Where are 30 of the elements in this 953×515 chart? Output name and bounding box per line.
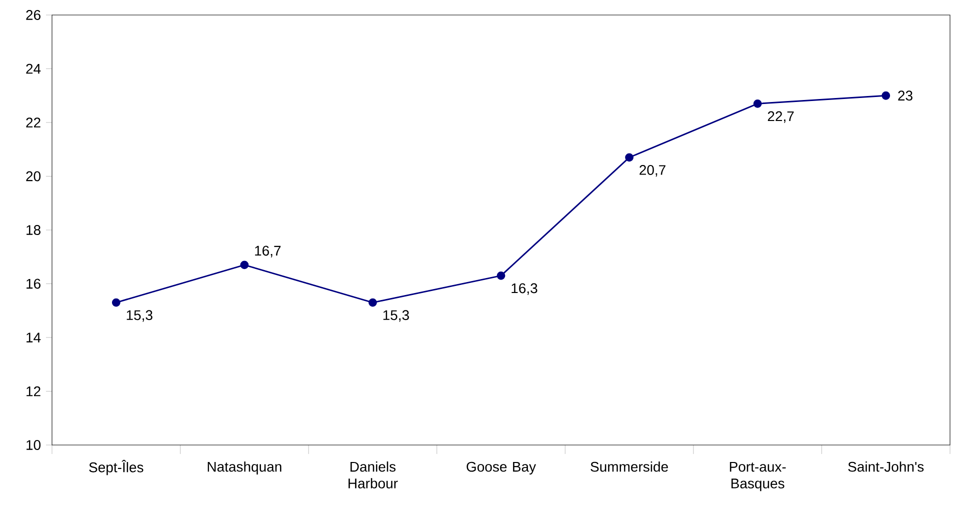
x-tick-label: Saint-John's: [848, 461, 924, 472]
x-tick-label: Daniels Harbour: [348, 461, 398, 488]
x-tick-label: Natashquan: [208, 461, 282, 475]
y-tick-label: 24: [26, 64, 41, 74]
point: [112, 298, 120, 307]
y-tick-label: 10: [26, 440, 41, 450]
point: [368, 298, 377, 307]
y-tick-label: 22: [26, 118, 40, 128]
data-label: 15,3: [126, 310, 152, 322]
data-label: 20,7: [640, 165, 666, 177]
point: [882, 91, 890, 100]
y-tick-label: 14: [26, 332, 41, 342]
x-tick-label: Summerside: [590, 461, 668, 472]
y-tick-label: 20: [26, 171, 41, 182]
point: [496, 271, 506, 280]
x-tick-label: Port-aux-Basques: [730, 462, 786, 492]
point: [753, 99, 762, 108]
data-label: 16,7: [255, 246, 281, 258]
y-tick-label: 12: [26, 386, 40, 396]
data-label: 15,3: [383, 310, 409, 322]
point: [240, 260, 249, 270]
data-label: 23: [898, 90, 912, 101]
y-tick-label: 16: [26, 278, 40, 289]
y-tick-label: 18: [26, 225, 40, 235]
x-tick-label: Goose Bay: [466, 462, 536, 475]
x-tick-label: Sept-Îles: [89, 460, 144, 476]
point: [625, 153, 634, 162]
data-label: 16,3: [512, 283, 538, 295]
data-label: 22,7: [768, 111, 794, 123]
y-tick-label: 26: [26, 10, 40, 20]
